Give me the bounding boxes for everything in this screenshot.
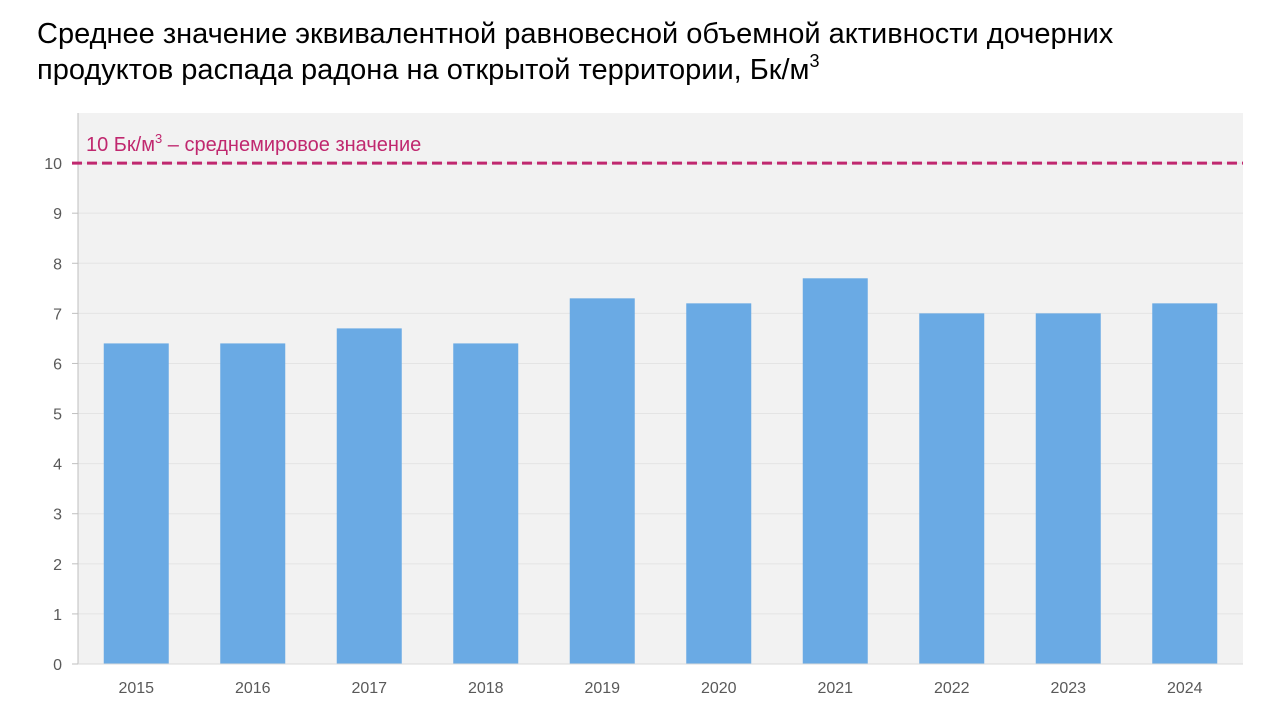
bar-2015	[103, 343, 169, 664]
ref-label-prefix: 10 Бк/м	[86, 134, 155, 156]
x-tick-label: 2024	[1167, 680, 1203, 697]
y-tick-label: 5	[53, 407, 62, 424]
x-tick-label: 2015	[118, 680, 154, 697]
y-tick-label: 10	[44, 156, 62, 173]
y-tick-label: 6	[53, 356, 62, 373]
bar-2021	[802, 278, 868, 664]
y-tick-label: 4	[53, 457, 62, 474]
y-tick-label: 7	[53, 306, 62, 323]
y-tick-label: 9	[53, 206, 62, 223]
x-tick-label: 2023	[1050, 680, 1086, 697]
reference-line-label: 10 Бк/м3 – среднемировое значение	[86, 131, 421, 156]
ref-label-sup: 3	[155, 131, 162, 146]
ref-label-suffix: – среднемировое значение	[162, 134, 421, 156]
chart-title: Среднее значение эквивалентной равновесн…	[37, 16, 1237, 88]
bar-2020	[686, 303, 752, 664]
x-tick-label: 2019	[584, 680, 620, 697]
chart-title-superscript: 3	[809, 51, 820, 71]
y-tick-label: 2	[53, 557, 62, 574]
x-tick-label: 2016	[235, 680, 271, 697]
chart-title-text: Среднее значение эквивалентной равновесн…	[37, 18, 1114, 86]
bar-2018	[453, 343, 519, 664]
x-tick-label: 2021	[817, 680, 853, 697]
bar-2022	[919, 313, 985, 664]
bar-2017	[336, 328, 402, 664]
x-tick-label: 2018	[468, 680, 504, 697]
x-tick-label: 2022	[934, 680, 970, 697]
y-tick-label: 8	[53, 256, 62, 273]
x-tick-label: 2020	[701, 680, 737, 697]
bar-2023	[1035, 313, 1101, 664]
y-tick-label: 3	[53, 507, 62, 524]
bar-2024	[1152, 303, 1218, 664]
x-tick-label: 2017	[351, 680, 387, 697]
bar-2019	[569, 298, 635, 664]
y-tick-label: 0	[53, 657, 62, 674]
bar-2016	[220, 343, 286, 664]
y-tick-label: 1	[53, 607, 62, 624]
